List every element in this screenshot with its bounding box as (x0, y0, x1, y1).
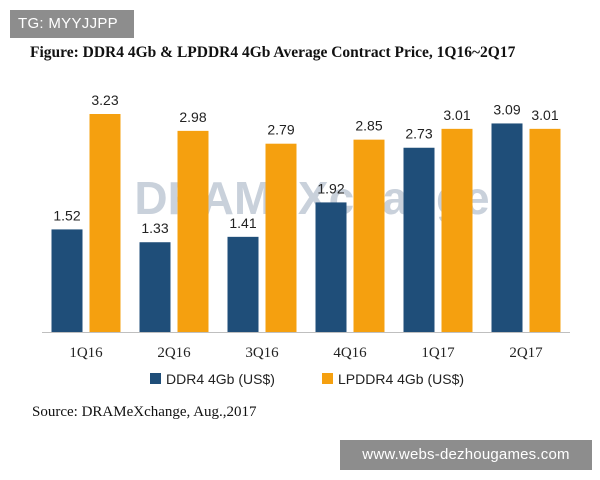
data-label-ddr4-3q16: 1.41 (229, 215, 256, 231)
legend-swatch-lpddr4 (322, 373, 333, 384)
bar-ddr4-2q17 (491, 123, 523, 332)
data-label-lpddr4-3q16: 2.79 (267, 122, 294, 138)
telegram-tag-overlay: TG: MYYJJPP (10, 10, 134, 38)
legend-label-lpddr4: LPDDR4 4Gb (US$) (338, 371, 464, 387)
labels-layer: 1.52 3.23 1.33 2.98 1.41 2.79 1.92 2.85 2.73 3.01… (53, 92, 558, 236)
bar-ddr4-4q16 (315, 202, 347, 332)
axis-layer: 1Q16 2Q16 3Q16 4Q16 1Q17 2Q17 (42, 332, 570, 361)
legend-layer: DDR4 4Gb (US$) LPDDR4 4Gb (US$) (150, 371, 464, 387)
data-label-lpddr4-4q16: 2.85 (355, 118, 382, 134)
bars-layer (51, 114, 561, 332)
data-label-lpddr4-2q16: 2.98 (179, 109, 206, 125)
x-tick-label-3q16: 3Q16 (245, 345, 279, 361)
bar-lpddr4-4q16 (353, 139, 385, 332)
source-note: Source: DRAMeXchange, Aug.,2017 (32, 404, 257, 420)
x-tick-label-2q17: 2Q17 (509, 345, 543, 361)
data-label-lpddr4-2q17: 3.01 (531, 107, 558, 123)
data-label-ddr4-2q16: 1.33 (141, 220, 168, 236)
bar-ddr4-3q16 (227, 236, 259, 332)
legend-label-ddr4: DDR4 4Gb (US$) (166, 371, 275, 387)
x-tick-label-1q16: 1Q16 (69, 345, 103, 361)
data-label-ddr4-4q16: 1.92 (317, 180, 344, 196)
bar-ddr4-2q16 (139, 242, 171, 332)
bar-lpddr4-3q16 (265, 143, 297, 332)
bar-lpddr4-1q16 (89, 114, 121, 332)
bar-ddr4-1q16 (51, 229, 83, 332)
chart-title: Figure: DDR4 4Gb & LPDDR4 4Gb Average Co… (30, 44, 516, 61)
data-label-ddr4-1q17: 2.73 (405, 126, 432, 142)
data-label-ddr4-1q16: 1.52 (53, 207, 80, 223)
bar-lpddr4-2q17 (529, 128, 561, 332)
website-banner-overlay: www.webs-dezhougames.com (340, 440, 592, 470)
x-tick-label-2q16: 2Q16 (157, 345, 191, 361)
data-label-lpddr4-1q17: 3.01 (443, 107, 470, 123)
x-tick-label-1q17: 1Q17 (421, 345, 455, 361)
bar-lpddr4-2q16 (177, 130, 209, 332)
bar-lpddr4-1q17 (441, 128, 473, 332)
data-label-ddr4-2q17: 3.09 (493, 101, 520, 117)
legend-swatch-ddr4 (150, 373, 161, 384)
x-tick-label-4q16: 4Q16 (333, 345, 367, 361)
data-label-lpddr4-1q16: 3.23 (91, 92, 118, 108)
bar-ddr4-1q17 (403, 147, 435, 332)
